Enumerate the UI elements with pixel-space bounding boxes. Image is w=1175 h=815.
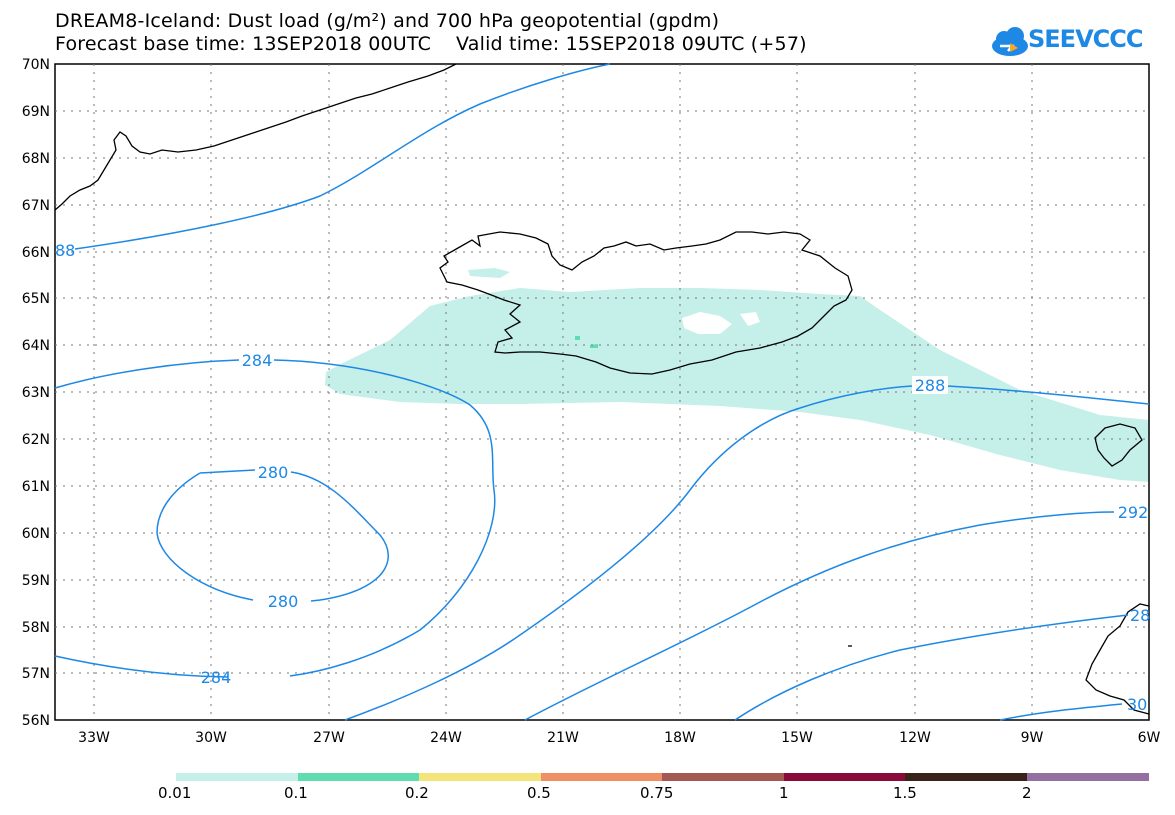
lat-label-65n: 65N (22, 291, 50, 307)
lat-label-58n: 58N (22, 620, 50, 636)
lat-label-61n: 61N (22, 479, 50, 495)
contour-label-284-lower: 284 (201, 668, 232, 687)
lon-label-18w: 18W (664, 730, 696, 746)
lat-label-67n: 67N (22, 198, 50, 214)
lat-label-70n: 70N (22, 57, 50, 73)
contour-lower-4 (999, 703, 1123, 721)
contour-292 (524, 511, 1115, 721)
colorbar-swatch-3 (541, 773, 662, 781)
lat-label-62n: 62N (22, 432, 50, 448)
lat-label-56n: 56N (22, 713, 50, 729)
contour-label-292: 292 (1118, 503, 1149, 522)
lat-label-64n: 64N (22, 338, 50, 354)
geopotential-contours (54, 63, 1150, 721)
lat-label-59n: 59N (22, 573, 50, 589)
colorbar (176, 773, 1149, 781)
dust-hole (682, 312, 732, 334)
iceland-coastline (439, 231, 853, 375)
colorbar-label-4: 0.75 (640, 784, 674, 802)
lon-label-27w: 27W (313, 730, 345, 746)
colorbar-swatch-1 (298, 773, 419, 781)
contour-288-north (74, 63, 611, 250)
lon-label-24w: 24W (430, 730, 462, 746)
colorbar-swatch-7 (1027, 773, 1149, 781)
faroe-coastline (1094, 423, 1143, 467)
seevccc-logo: SEEVCCC (990, 20, 1143, 60)
logo-text: SEEVCCC (1028, 25, 1143, 53)
colorbar-swatch-0 (176, 773, 298, 781)
map-title: DREAM8-Iceland: Dust load (g/m²) and 700… (55, 10, 720, 32)
lat-label-60n: 60N (22, 526, 50, 542)
lat-label-69n: 69N (22, 104, 50, 120)
lon-label-30w: 30W (195, 730, 227, 746)
lon-label-6w: 6W (1138, 730, 1161, 746)
lat-label-63n: 63N (22, 385, 50, 401)
lon-label-9w: 9W (1021, 730, 1044, 746)
contour-280 (156, 469, 389, 602)
cloud-icon (992, 27, 1028, 56)
colorbar-swatch-6 (905, 773, 1027, 781)
lon-label-33w: 33W (78, 730, 110, 746)
dust-area-inlet (468, 268, 510, 278)
contour-label-88-fragment: 88 (55, 241, 75, 260)
colorbar-swatch-2 (419, 773, 541, 781)
scotland-coastline (1085, 603, 1150, 715)
contour-label-28-fragment: 28 (1130, 606, 1150, 625)
colorbar-label-1: 0.1 (284, 784, 308, 802)
dust-area-low (325, 288, 1149, 482)
lat-label-68n: 68N (22, 151, 50, 167)
contour-label-284-upper: 284 (242, 351, 273, 370)
colorbar-label-5: 1 (779, 784, 789, 802)
colorbar-label-6: 1.5 (893, 784, 917, 802)
colorbar-swatch-5 (784, 773, 905, 781)
contour-lower-3 (734, 614, 1129, 721)
contour-label-288-bg (912, 376, 948, 394)
colorbar-label-0: 0.01 (158, 784, 192, 802)
contour-label-280-lower: 280 (268, 592, 299, 611)
contour-284-upper (54, 359, 496, 678)
contour-label-280-upper: 280 (258, 463, 289, 482)
colorbar-label-2: 0.2 (405, 784, 429, 802)
map-subtitle: Forecast base time: 13SEP2018 00UTC Vali… (55, 33, 807, 55)
greenland-coastline (54, 63, 457, 211)
dust-hole-2 (740, 312, 760, 326)
lon-label-12w: 12W (899, 730, 931, 746)
lon-label-21w: 21W (547, 730, 579, 746)
longitude-labels: 33W 30W 27W 24W 21W 18W 15W 12W 9W 6W (78, 730, 1160, 746)
contour-label-30-fragment: 30 (1127, 695, 1147, 714)
contour-label-288: 288 (915, 376, 946, 395)
colorbar-label-7: 2 (1022, 784, 1032, 802)
contour-288-south (344, 385, 1150, 721)
dust-area-mid-2 (575, 336, 580, 340)
colorbar-swatch-4 (662, 773, 784, 781)
lon-label-15w: 15W (781, 730, 813, 746)
lat-label-57n: 57N (22, 666, 50, 682)
latitude-labels: 70N 69N 68N 67N 66N 65N 64N 63N 62N 61N … (22, 57, 50, 729)
lat-label-66n: 66N (22, 245, 50, 261)
coastlines (54, 63, 1150, 715)
colorbar-label-3: 0.5 (527, 784, 551, 802)
